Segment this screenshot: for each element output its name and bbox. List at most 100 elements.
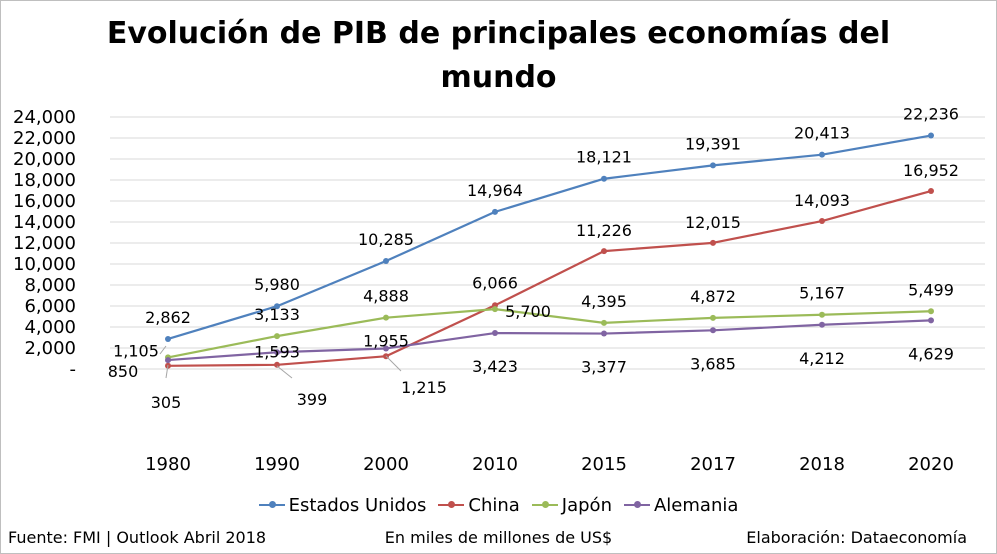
data-label: 4,888: [363, 287, 409, 306]
series-line: [167, 319, 932, 362]
legend-swatch: [531, 501, 558, 508]
chart-title-line-2: mundo: [440, 60, 557, 95]
label-leader-line: [276, 365, 293, 379]
data-label: 22,236: [903, 105, 959, 124]
data-label: 4,212: [799, 349, 845, 368]
data-label: 1,105: [113, 341, 159, 360]
legend-item: Japón: [531, 494, 612, 516]
x-tick-label: 2017: [690, 454, 736, 475]
series-line: [167, 308, 932, 359]
label-leader-line: [159, 345, 167, 355]
label-leader-line: [385, 355, 402, 372]
label-leader-line: [165, 364, 169, 379]
data-point: [274, 361, 280, 368]
data-label: 18,121: [576, 148, 632, 167]
data-label: 16,952: [903, 161, 959, 180]
data-label: 1,593: [254, 342, 300, 361]
y-tick-label: 6,000: [24, 296, 76, 317]
x-tick-label: 1980: [145, 454, 191, 475]
y-tick-label: 4,000: [24, 317, 76, 338]
data-label: 6,066: [472, 273, 518, 292]
data-point: [601, 175, 607, 182]
data-point: [710, 314, 716, 321]
data-point: [928, 188, 934, 195]
x-tick-label: 2020: [908, 454, 954, 475]
data-point: [383, 314, 389, 321]
y-tick-label: 8,000: [24, 275, 76, 296]
data-label: 2,862: [145, 308, 191, 327]
legend-swatch: [258, 501, 285, 508]
footer-credit: Elaboración: Dataeconomía: [746, 528, 967, 547]
y-tick-label: 18,000: [13, 170, 76, 191]
footer-source: Fuente: FMI | Outlook Abril 2018: [8, 528, 267, 547]
data-point: [710, 239, 716, 246]
data-point: [819, 321, 825, 328]
legend-swatch: [623, 501, 650, 508]
data-label: 4,629: [908, 344, 954, 363]
data-label: 399: [297, 390, 328, 409]
data-point: [601, 330, 607, 337]
data-label: 1,215: [401, 378, 447, 397]
data-label: 14,093: [794, 191, 850, 210]
y-tick-label: 14,000: [13, 212, 76, 233]
legend-swatch: [438, 501, 465, 508]
y-tick-label: 24,000: [13, 107, 76, 128]
y-tick-label: 10,000: [13, 254, 76, 275]
x-tick-label: 2015: [581, 454, 627, 475]
y-tick-label: 16,000: [13, 191, 76, 212]
chart-title-line-1: Evolución de PIB de principales economía…: [106, 16, 891, 51]
series-line: [167, 134, 932, 341]
data-label: 3,423: [472, 357, 518, 376]
data-label: 4,872: [690, 287, 736, 306]
data-label: 3,133: [254, 305, 300, 324]
x-tick-label: 2000: [363, 454, 409, 475]
y-tick-label: 22,000: [13, 128, 76, 149]
y-tick-label: 12,000: [13, 233, 76, 254]
data-label: 3,377: [581, 358, 627, 377]
data-point: [928, 317, 934, 324]
data-label: 11,226: [576, 221, 632, 240]
y-tick-label: 2,000: [24, 338, 76, 359]
data-label: 5,499: [908, 280, 954, 299]
data-point: [274, 349, 280, 356]
y-tick-label: -: [70, 359, 77, 380]
data-label: 305: [151, 393, 182, 412]
legend-label: Japón: [561, 494, 612, 516]
data-point: [165, 335, 171, 342]
data-label: 4,395: [581, 292, 627, 311]
data-label: 10,285: [358, 230, 414, 249]
data-point: [274, 333, 280, 340]
data-point: [710, 162, 716, 169]
data-label: 1,955: [363, 331, 409, 350]
data-point: [383, 258, 389, 265]
series-line: [167, 189, 932, 367]
legend-item: Estados Unidos: [258, 494, 427, 516]
footer-units: En miles de millones de US$: [384, 528, 613, 547]
chart-title: Evolución de PIB de principales economía…: [0, 12, 997, 100]
data-point: [492, 330, 498, 337]
data-point: [819, 151, 825, 158]
data-point: [492, 306, 498, 313]
data-point: [710, 327, 716, 334]
x-tick-label: 2010: [472, 454, 518, 475]
data-label: 12,015: [685, 213, 741, 232]
data-label: 20,413: [794, 124, 850, 143]
x-tick-label: 1990: [254, 454, 300, 475]
chart-legend: Estados Unidos China Japón Alemania: [0, 490, 997, 516]
data-label: 5,700: [505, 302, 551, 321]
data-point: [601, 319, 607, 326]
legend-item: Alemania: [623, 494, 739, 516]
data-point: [601, 248, 607, 255]
data-point: [492, 208, 498, 215]
data-point: [274, 303, 280, 310]
data-label: 3,685: [690, 354, 736, 373]
legend-label: Estados Unidos: [288, 494, 427, 516]
data-label: 14,964: [467, 181, 523, 200]
data-point: [928, 132, 934, 139]
data-point: [928, 308, 934, 315]
data-point: [165, 357, 171, 364]
data-label: 850: [108, 362, 139, 381]
legend-label: China: [468, 494, 520, 516]
legend-label: Alemania: [653, 494, 739, 516]
